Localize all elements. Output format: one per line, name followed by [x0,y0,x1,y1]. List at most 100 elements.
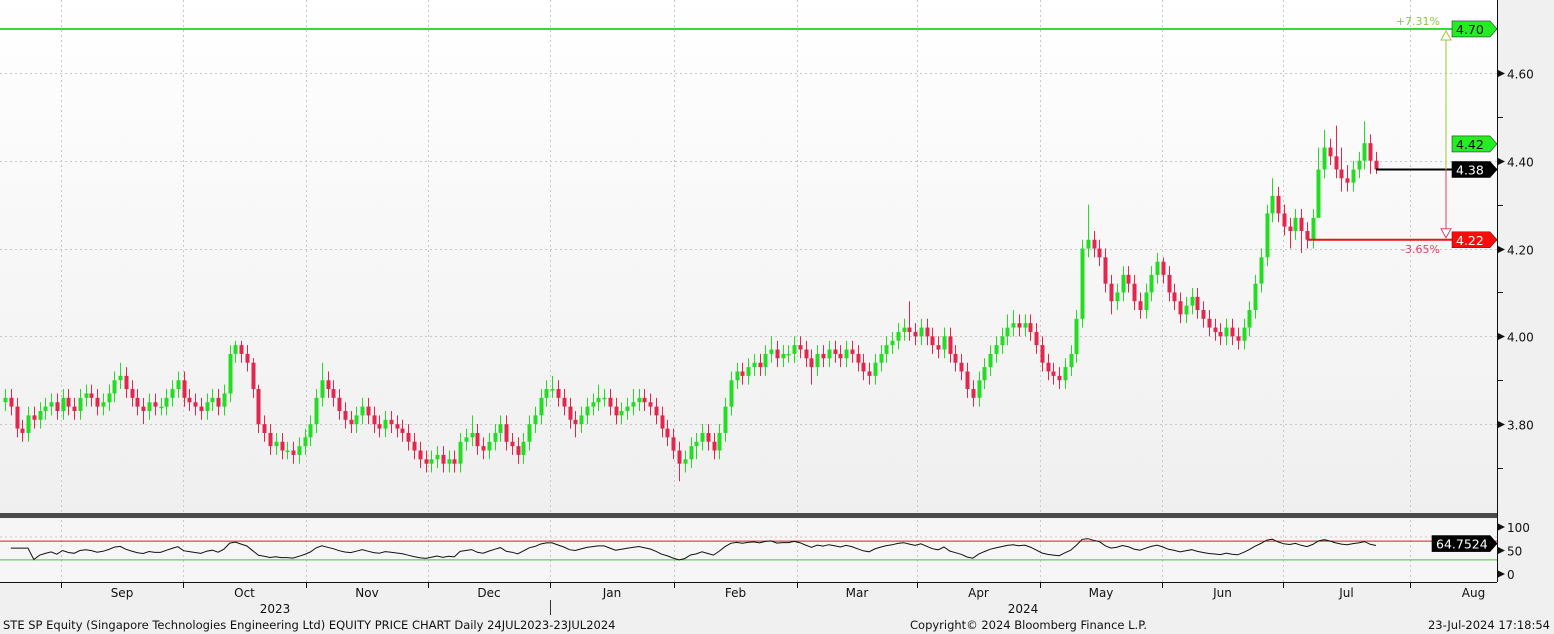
candle [349,411,354,433]
rsi-value-tag-bg [1431,535,1498,552]
candle [1005,314,1010,346]
price-plot-area [0,0,1497,512]
candle-body [1345,178,1350,183]
candle-body [1265,213,1270,258]
candle-body [1334,156,1339,170]
candle [1149,266,1154,302]
candle [1017,314,1022,337]
candle [735,362,740,390]
candle [308,415,313,447]
candle [210,389,215,412]
candle-body [441,454,446,464]
candle [447,450,452,473]
candle-body [153,402,158,407]
candle-body [1103,257,1108,284]
candle-body [965,371,970,390]
candle-body [1328,147,1333,157]
candle-body [1259,257,1264,284]
candle [89,384,94,407]
candle-body [1109,283,1114,302]
candle [1046,353,1051,381]
high-price-tag-text: 4.70 [1456,22,1484,37]
candle [38,402,43,429]
candle [838,345,843,368]
candle-body [562,397,567,407]
candle-body [1005,327,1010,337]
candle-body [769,349,774,354]
candle-body [372,415,377,425]
candle-body [1362,143,1367,161]
candle [268,424,273,455]
candle [182,371,187,407]
candle [1121,266,1126,302]
candle-body [176,380,181,390]
tick-marker [1497,245,1505,254]
candle-body [1092,239,1097,249]
candle [498,415,503,442]
candle [533,406,538,433]
candle [216,389,221,416]
high-price-tag-bg [1451,20,1498,38]
candle [481,437,486,460]
candle [205,393,210,420]
candle [1288,217,1293,249]
candle [1063,358,1068,390]
candle [464,428,469,451]
candle-body [285,450,290,453]
candle-body [982,367,987,381]
candle [1040,336,1045,372]
candle-body [331,389,336,398]
candle [251,358,256,398]
candle [631,389,636,416]
candle-body [712,441,717,451]
candle [1299,209,1304,253]
candle-body [89,393,94,398]
candle-body [61,397,66,412]
candle-body [539,397,544,416]
candle [429,450,434,473]
prev-price-tag-bg [1451,135,1498,153]
candle-body [268,432,273,447]
candle [1074,310,1079,363]
candle-body [418,450,423,460]
candle-body [274,441,279,447]
candle [648,393,653,416]
low-price-tag: 4.22 [1451,231,1498,249]
candle-body [619,411,624,416]
candle [1334,125,1339,179]
candle-body [781,353,786,359]
candle-body [1242,327,1247,341]
candle [550,375,555,398]
panel-divider[interactable] [0,513,1497,518]
candle [1253,274,1258,319]
candle-body [723,406,728,433]
candle-body [896,331,901,341]
candle [907,301,912,341]
candle-body [498,424,503,433]
x-month-label: Oct [234,586,255,600]
candle-body [642,397,647,403]
candle-body [746,367,751,376]
candle [1023,314,1028,337]
x-month-label: Dec [477,586,500,600]
candle-body [429,459,434,464]
candle [1311,209,1316,249]
last-price-tag-bg [1451,161,1498,178]
candle [285,441,290,460]
candle [372,406,377,433]
x-year-label: 2024 [1008,602,1039,616]
candle [441,446,446,473]
candle [1109,274,1114,315]
candle-body [1167,274,1172,293]
candle-body [971,389,976,398]
candle-body [1276,195,1281,214]
candle [510,432,515,455]
candle-body [873,362,878,376]
candle [936,336,941,359]
candle-body [740,371,745,376]
candle [1207,310,1212,337]
candle-body [1034,331,1039,346]
candle-body [706,432,711,442]
y-tick-label: 4.40 [1507,156,1534,170]
rsi-tick-marker [1497,546,1505,555]
